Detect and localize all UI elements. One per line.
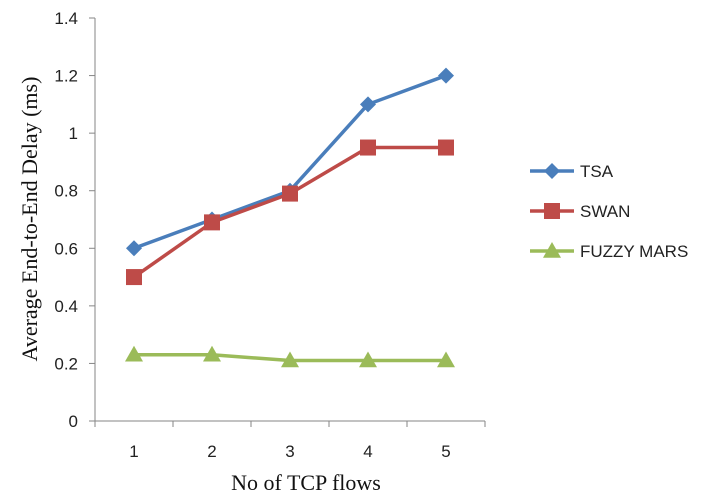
x-axis-label: No of TCP flows bbox=[231, 470, 381, 495]
y-tick-label: 0.4 bbox=[54, 297, 78, 316]
series-line bbox=[133, 73, 447, 250]
data-point bbox=[438, 67, 454, 84]
legend: TSA SWAN FUZZY MARS bbox=[530, 162, 688, 261]
data-point bbox=[126, 240, 142, 257]
legend-marker bbox=[544, 203, 560, 219]
data-point bbox=[281, 351, 299, 368]
x-tick-label: 2 bbox=[207, 442, 216, 461]
y-tick-label: 1 bbox=[69, 124, 78, 143]
data-point bbox=[282, 185, 298, 202]
legend-label: SWAN bbox=[580, 202, 630, 221]
x-tick-label: 5 bbox=[441, 442, 450, 461]
legend-item: TSA bbox=[530, 162, 614, 181]
y-axis-label: Average End-to-End Delay (ms) bbox=[17, 77, 42, 362]
y-tick-label: 0.2 bbox=[54, 354, 78, 373]
axes bbox=[89, 17, 486, 427]
x-tick-label: 3 bbox=[285, 442, 294, 461]
legend-marker bbox=[543, 242, 561, 258]
series-line bbox=[132, 145, 446, 279]
legend-label: FUZZY MARS bbox=[580, 242, 688, 261]
legend-item: FUZZY MARS bbox=[530, 242, 688, 261]
data-point bbox=[437, 351, 455, 368]
data-point bbox=[360, 139, 376, 156]
series-fuzzy-mars bbox=[125, 345, 455, 368]
series-tsa bbox=[126, 67, 454, 257]
legend-label: TSA bbox=[580, 162, 614, 181]
y-tick-label: 0.8 bbox=[54, 182, 78, 201]
y-tick-label: 1.4 bbox=[54, 9, 78, 28]
y-tick-label: 0.6 bbox=[54, 239, 78, 258]
series-swan bbox=[126, 139, 454, 286]
legend-item: SWAN bbox=[530, 202, 630, 221]
y-tick-labels: 0 0.2 0.4 0.6 0.8 1 1.2 1.4 bbox=[54, 9, 78, 431]
legend-marker bbox=[544, 163, 560, 179]
x-tick-label: 4 bbox=[363, 442, 372, 461]
data-point bbox=[126, 269, 142, 286]
data-point bbox=[360, 96, 376, 113]
data-point bbox=[203, 345, 221, 362]
series-group bbox=[125, 67, 455, 368]
y-tick-label: 1.2 bbox=[54, 67, 78, 86]
x-tick-label: 1 bbox=[129, 442, 138, 461]
x-tick-labels: 1 2 3 4 5 bbox=[129, 442, 450, 461]
y-tick-label: 0 bbox=[69, 412, 78, 431]
data-point bbox=[125, 345, 143, 362]
data-point bbox=[204, 214, 220, 231]
data-point bbox=[438, 139, 454, 156]
data-point bbox=[359, 351, 377, 368]
